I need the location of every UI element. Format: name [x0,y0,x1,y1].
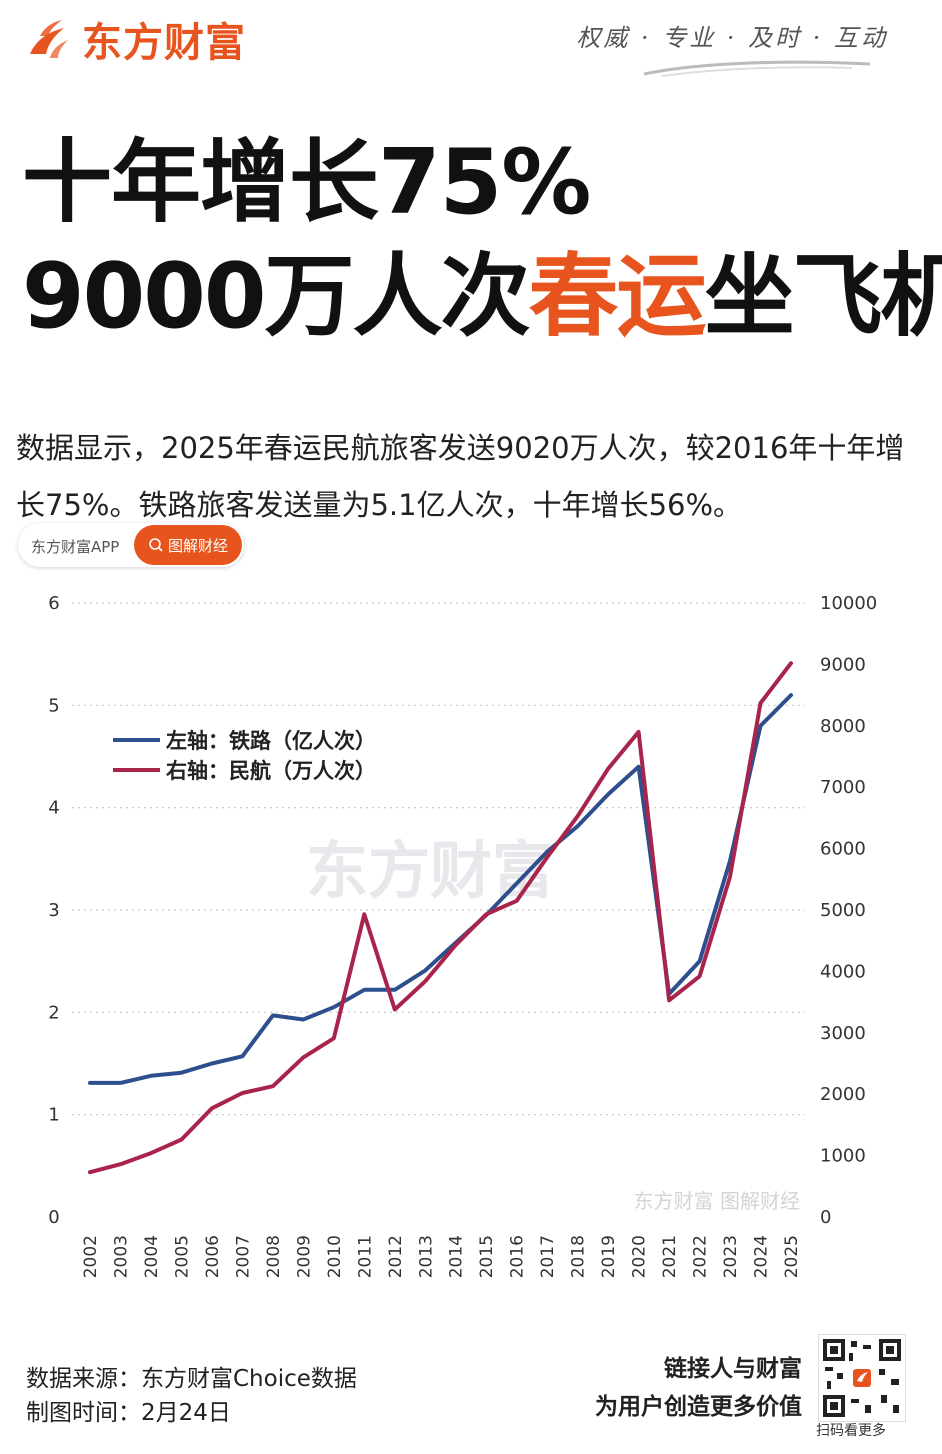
right-tick-label: 8000 [820,716,866,737]
tagline-line1: 链接人与财富 [664,1356,802,1382]
x-tick-label: 2021 [660,1235,680,1278]
left-tick-label: 0 [48,1207,59,1228]
legend-label: 右轴：民航（万人次） [166,759,376,783]
right-tick-label: 3000 [820,1023,866,1044]
search-icon [149,538,163,552]
right-tick-label: 6000 [820,839,866,860]
right-tick-label: 0 [820,1207,831,1228]
graphic-finance-button[interactable]: 图解财经 [134,525,242,565]
summary-text: 数据显示，2025年春运民航旅客发送9020万人次，较2016年十年增长75%。… [16,431,905,522]
x-tick-label: 2018 [569,1235,589,1278]
right-axis: 0 1000 2000 3000 4000 5000 6000 7000 8000 9000 100… [820,593,877,1228]
left-tick-label: 1 [48,1105,59,1126]
x-tick-label: 2024 [752,1235,772,1278]
series-lines [88,661,793,1175]
x-tick-label: 2017 [538,1235,558,1278]
brand-logo: 东方财富 [24,10,246,68]
graphic-finance-label: 图解财经 [167,536,228,555]
qr-label: 扫码看更多 [816,1423,886,1439]
series-line-aviation [88,661,793,1175]
headline-line2-pre: 9000万人次 [22,244,530,349]
qr-code[interactable] [818,1334,906,1422]
right-tick-label: 7000 [820,777,866,798]
right-tick-label: 2000 [820,1084,866,1105]
dual-axis-line-chart: 东方财富 东方财富 图解财经 0 1 2 3 4 5 6 0 1000 2000 3000 4000… [48,593,877,1278]
x-tick-label: 2003 [111,1235,131,1278]
x-tick-label: 2009 [294,1235,314,1278]
legend-label: 左轴：铁路（亿人次） [166,729,376,753]
left-tick-label: 3 [48,900,59,921]
x-tick-label: 2012 [386,1235,406,1278]
x-tick-label: 2008 [264,1235,284,1278]
right-tick-label: 9000 [820,654,866,675]
headline-line1: 十年增长75% [22,130,591,235]
headline-highlight: 春运 [528,244,707,349]
left-tick-label: 2 [48,1002,59,1023]
brand-name: 东方财富 [82,20,246,66]
x-tick-label: 2006 [203,1235,223,1278]
left-tick-label: 6 [48,593,59,614]
qr-code-icon [823,1339,901,1417]
x-tick-label: 2007 [233,1235,253,1278]
tagline-line2: 为用户创造更多价值 [595,1394,802,1420]
x-tick-label: 2010 [325,1235,345,1278]
left-tick-label: 5 [48,695,59,716]
right-tick-label: 4000 [820,961,866,982]
x-tick-label: 2011 [355,1235,375,1278]
x-tick-label: 2023 [721,1235,741,1278]
left-tick-label: 4 [48,798,59,819]
footer-info: 数据来源：东方财富Choice数据 制图时间：2月24日 [26,1362,357,1430]
chart-grid [72,602,805,1116]
right-tick-label: 5000 [820,900,866,921]
x-tick-label: 2019 [599,1235,619,1278]
x-tick-label: 2022 [691,1235,711,1278]
footer-tagline: 链接人与财富 为用户创造更多价值 [595,1350,802,1426]
x-tick-label: 2016 [508,1235,528,1278]
right-tick-label: 1000 [820,1146,866,1167]
x-tick-label: 2005 [172,1235,192,1278]
data-source: 数据来源：东方财富Choice数据 [26,1366,357,1392]
app-tag: 东方财富APP 图解财经 [18,523,244,567]
chart-date: 制图时间：2月24日 [26,1400,231,1426]
headline-line2: 9000万人次春运坐飞机 [22,252,942,342]
chart-legend: 左轴：铁路（亿人次） 右轴：民航（万人次） [113,729,376,783]
watermark-center: 东方财富 [306,834,554,907]
series-line-railway [88,693,793,1085]
flame-logo-icon [30,20,68,58]
slogan-swoosh [643,60,871,77]
left-axis: 0 1 2 3 4 5 6 [48,593,59,1228]
right-tick-label: 10000 [820,593,877,614]
x-axis: 2002 2003 2004 2005 2006 2007 2008 2009 2010 2011… [81,1235,802,1278]
x-tick-label: 2004 [142,1235,162,1278]
x-tick-label: 2020 [630,1235,650,1278]
x-tick-label: 2025 [782,1235,802,1278]
app-tag-label: 东方财富APP [31,538,120,556]
headline-line2-post: 坐飞机 [704,244,942,349]
x-tick-label: 2015 [477,1235,497,1278]
watermark-bottom: 东方财富 图解财经 [634,1189,800,1213]
brand-slogan: 权威 · 专业 · 及时 · 互动 [576,24,888,52]
x-tick-label: 2002 [81,1235,101,1278]
x-tick-label: 2014 [447,1235,467,1278]
x-tick-label: 2013 [416,1235,436,1278]
